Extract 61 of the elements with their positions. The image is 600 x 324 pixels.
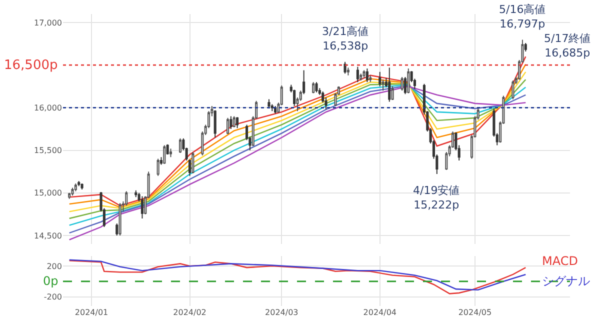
candlestick xyxy=(382,79,384,92)
candlestick xyxy=(178,138,182,154)
candlestick xyxy=(346,67,350,76)
candlestick xyxy=(400,76,404,92)
x-tick-label: 2024/04 xyxy=(363,308,396,317)
candlestick xyxy=(369,74,372,83)
candlestick xyxy=(78,180,80,187)
candlestick xyxy=(71,187,74,196)
candlestick xyxy=(80,183,84,190)
x-tick-label: 2024/02 xyxy=(173,308,206,317)
y-tick-label: -200 xyxy=(44,292,62,302)
annotation: 5/17終値 16,685p xyxy=(544,32,591,60)
candlestick xyxy=(226,117,230,135)
candlestick xyxy=(312,82,315,94)
candlestick xyxy=(116,223,118,236)
candlestick xyxy=(344,61,346,74)
ref-line-label: 0p xyxy=(43,274,58,288)
candlestick xyxy=(166,144,169,156)
candlestick xyxy=(388,67,391,102)
candlestick xyxy=(356,66,359,83)
candlestick xyxy=(232,116,236,128)
candlestick xyxy=(169,148,172,158)
candlestick xyxy=(160,156,163,166)
candlestick xyxy=(214,110,216,138)
annotation: 3/21高値 16,538p xyxy=(322,25,369,52)
y-tick-label: 16,000 xyxy=(34,104,62,112)
candlestick xyxy=(302,70,306,95)
x-tick-label: 2024/05 xyxy=(458,308,492,317)
candlestick xyxy=(391,86,394,101)
annotation: 4/19安値 15,222p xyxy=(413,184,460,212)
ref-line-label: 16,500p xyxy=(4,58,58,73)
candlestick xyxy=(118,202,122,236)
series-label: シグナル xyxy=(542,274,590,288)
candlestick xyxy=(366,68,368,83)
candlestick xyxy=(156,158,160,176)
candlestick xyxy=(192,152,194,174)
candlestick xyxy=(404,76,406,95)
x-tick-label: 2024/01 xyxy=(74,308,108,317)
candlestick xyxy=(268,98,270,110)
candlestick xyxy=(163,144,166,164)
candlestick xyxy=(524,42,527,52)
candlestick xyxy=(236,116,239,129)
candlestick xyxy=(407,68,410,94)
candlestick xyxy=(74,183,77,192)
candlestick xyxy=(378,71,382,87)
candlestick xyxy=(230,116,232,130)
y-tick-label: 15,500 xyxy=(34,146,62,156)
candlestick xyxy=(134,190,138,198)
candlestick xyxy=(360,73,362,81)
annotation: 5/16高値 16,797p xyxy=(499,3,546,30)
series-label: MACD xyxy=(542,254,578,268)
candlestick xyxy=(512,80,514,100)
y-tick-label: 15,000 xyxy=(34,188,62,198)
x-tick-label: 2024/03 xyxy=(265,308,298,317)
y-tick-label: 14,500 xyxy=(34,231,62,240)
candlestick xyxy=(68,192,71,200)
candlestick xyxy=(315,82,318,93)
candlestick xyxy=(140,196,144,219)
y-tick-label: 17,000 xyxy=(34,18,62,28)
candlestick xyxy=(362,70,366,78)
y-tick-label: 200 xyxy=(46,262,62,271)
